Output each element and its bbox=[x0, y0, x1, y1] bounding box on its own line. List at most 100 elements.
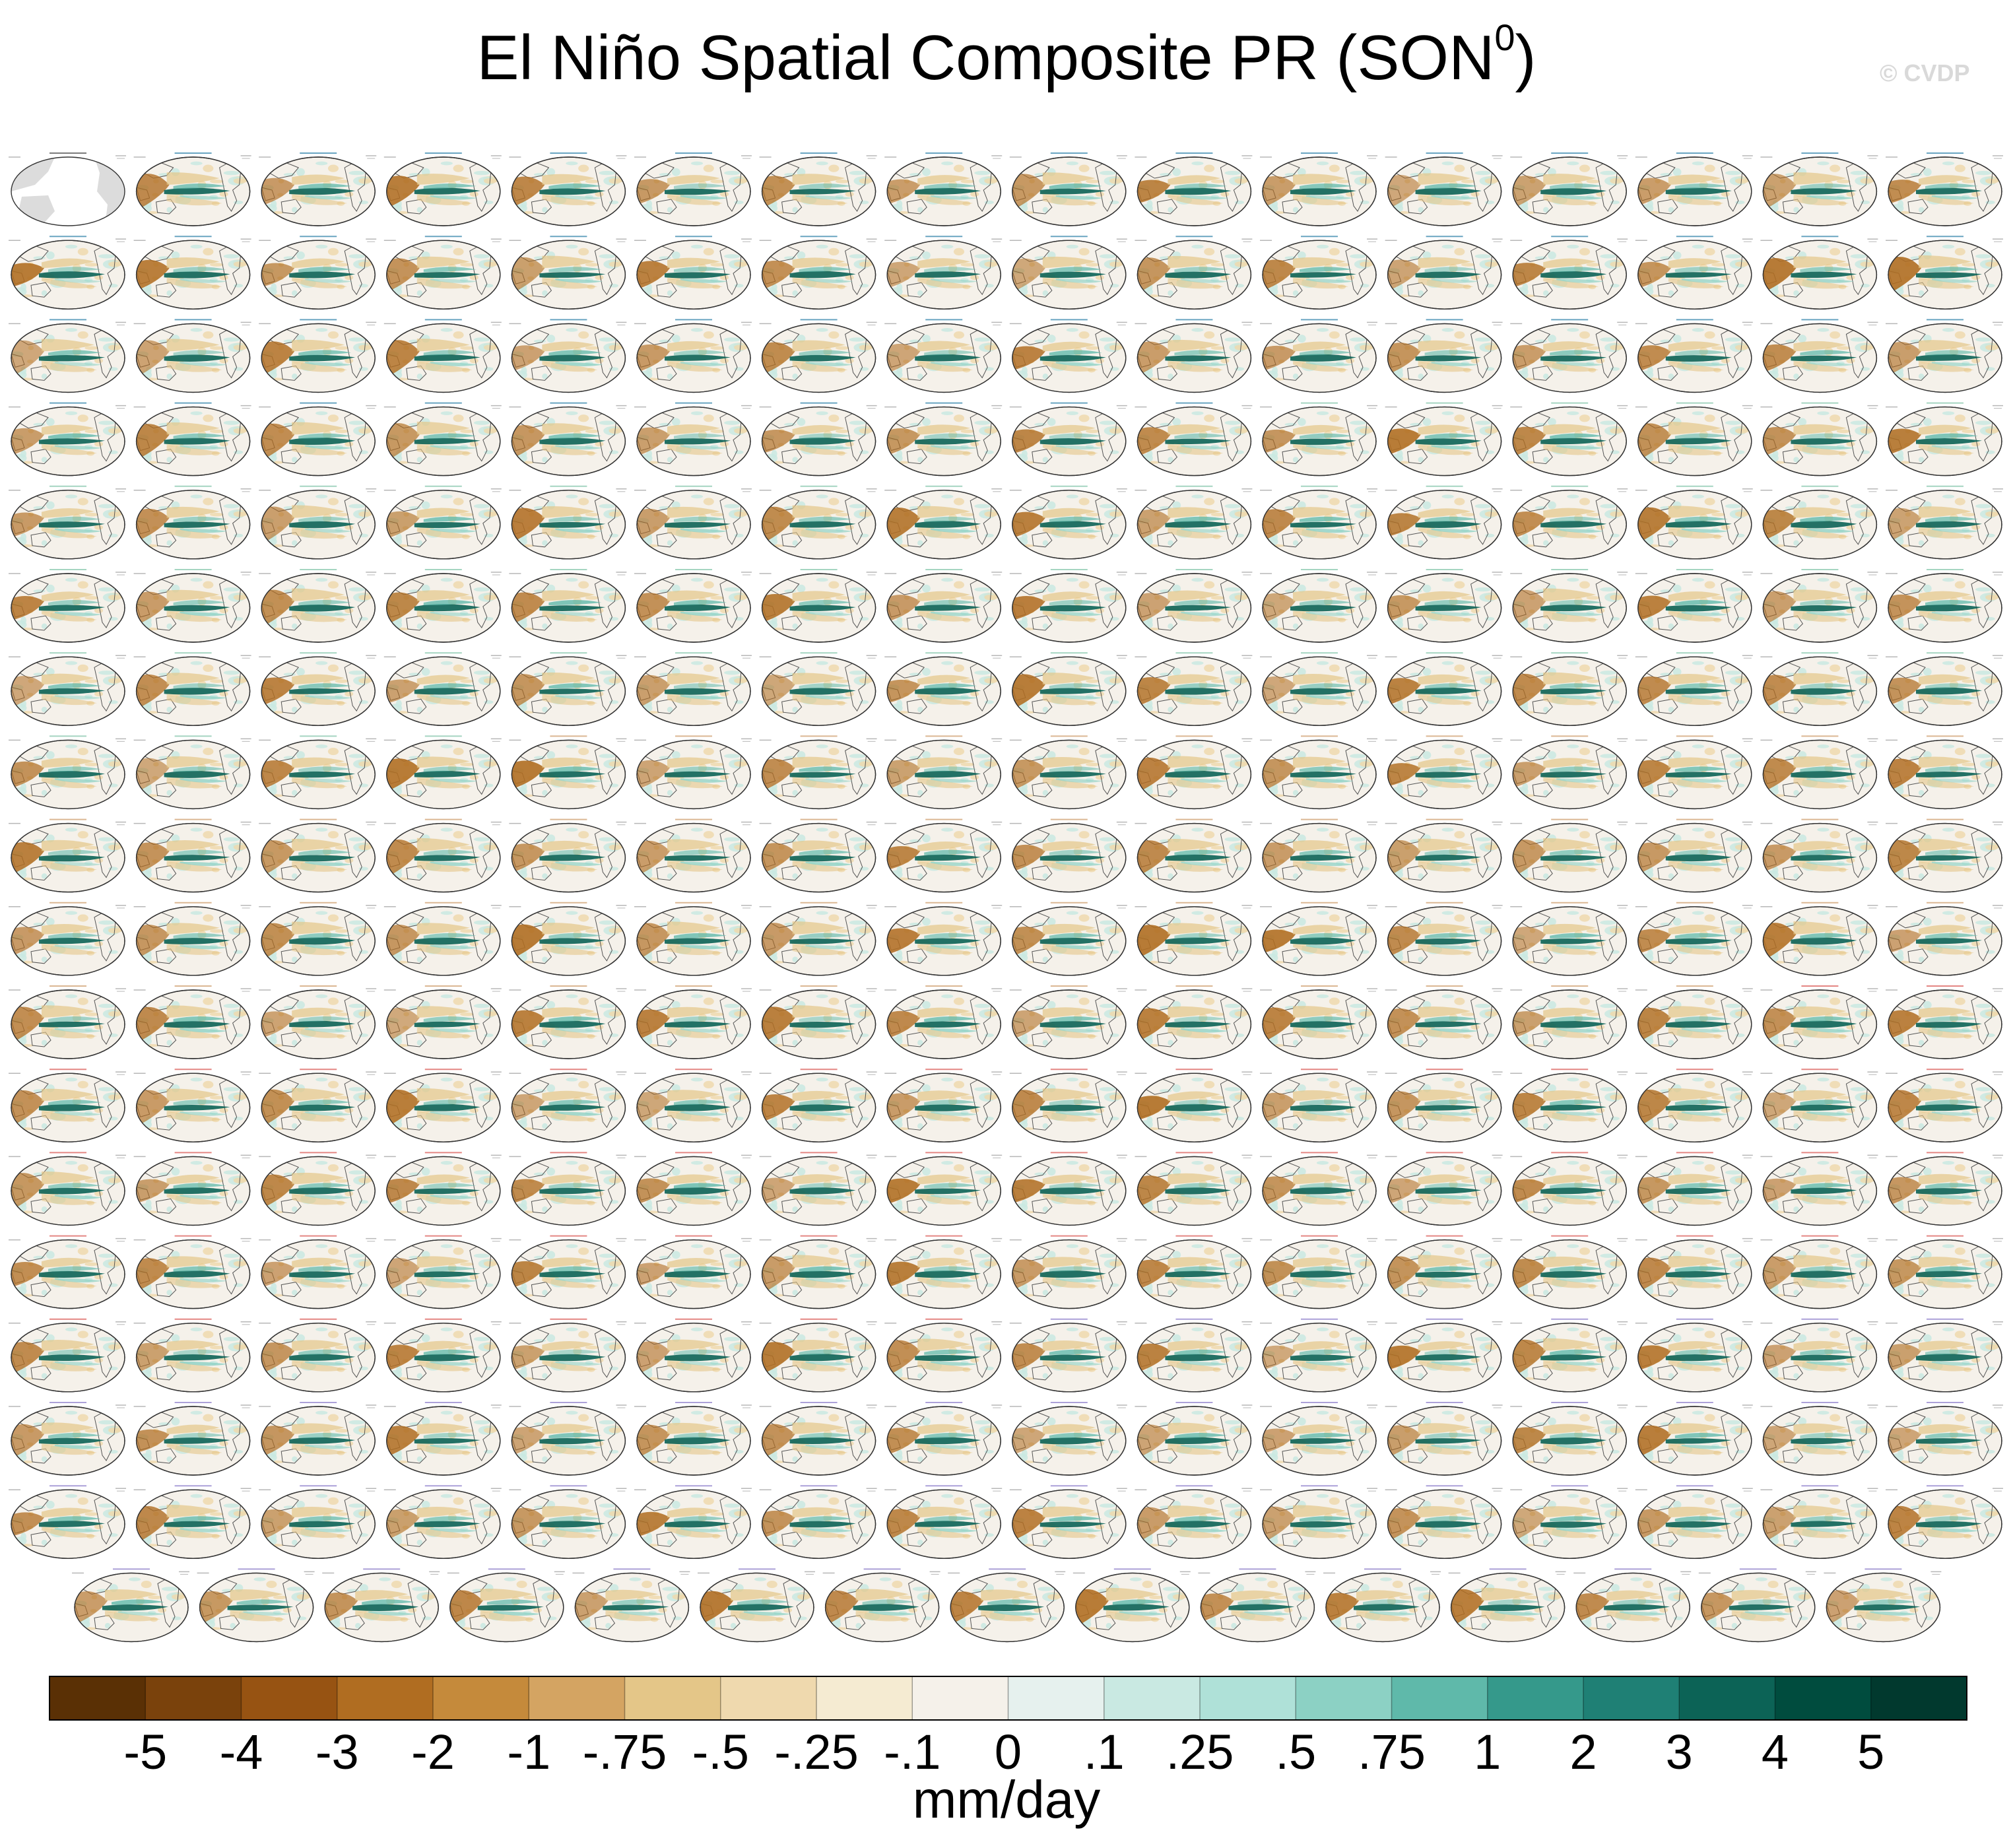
map-panel bbox=[1635, 236, 1753, 310]
map-panel bbox=[383, 985, 502, 1059]
map-panel bbox=[1886, 818, 2003, 893]
map-panel bbox=[1510, 236, 1628, 310]
map-panel bbox=[1385, 818, 1503, 893]
map-panel bbox=[259, 818, 377, 893]
title-text: El Niño Spatial Composite PR (SON bbox=[477, 22, 1495, 93]
colorbar-units: mm/day bbox=[912, 1770, 1101, 1829]
map-panel bbox=[1385, 902, 1503, 976]
map-panel bbox=[1135, 402, 1253, 477]
map-panel bbox=[133, 152, 251, 226]
colorbar-segment bbox=[337, 1676, 434, 1720]
map-panel bbox=[759, 569, 877, 643]
map-panel bbox=[509, 236, 627, 310]
map-panel bbox=[1135, 735, 1253, 810]
map-panel bbox=[884, 1069, 1003, 1142]
map-panel bbox=[9, 1069, 126, 1142]
colorbar-segment bbox=[433, 1676, 529, 1720]
map-panel bbox=[9, 152, 126, 226]
map-panel bbox=[259, 652, 377, 726]
title-close: ) bbox=[1515, 22, 1536, 93]
map-panel bbox=[133, 319, 251, 393]
map-panel bbox=[259, 985, 377, 1059]
map-panel bbox=[759, 152, 877, 226]
colorbar-segment bbox=[1775, 1676, 1872, 1720]
map-panel bbox=[1009, 152, 1127, 226]
map-panel bbox=[1760, 735, 1878, 810]
map-panel bbox=[259, 485, 377, 560]
map-panel bbox=[634, 236, 752, 310]
colorbar-segment bbox=[529, 1676, 625, 1720]
map-panel bbox=[1385, 735, 1503, 810]
colorbar-segment bbox=[241, 1676, 338, 1720]
map-panel bbox=[1009, 902, 1127, 976]
map-panel bbox=[1635, 985, 1753, 1059]
map-panel bbox=[634, 569, 752, 643]
colorbar-segment bbox=[50, 1676, 146, 1720]
map-panel bbox=[1260, 985, 1377, 1059]
colorbar-segment bbox=[1200, 1676, 1296, 1720]
map-panel bbox=[759, 652, 877, 726]
map-panel bbox=[1135, 319, 1253, 393]
map-panel bbox=[1135, 569, 1253, 643]
cvdp-watermark: © CVDP bbox=[1880, 59, 1970, 86]
map-panel bbox=[1635, 735, 1753, 810]
colorbar-segment bbox=[1296, 1676, 1392, 1720]
map-panel bbox=[509, 1152, 627, 1226]
map-panel bbox=[634, 402, 752, 477]
map-panel bbox=[9, 485, 126, 560]
map-panel bbox=[634, 985, 752, 1059]
map-panel bbox=[1760, 485, 1878, 560]
map-panel bbox=[1009, 402, 1127, 477]
map-panel bbox=[884, 985, 1003, 1059]
map-panel bbox=[1260, 735, 1377, 810]
map-panel bbox=[1510, 1069, 1628, 1142]
map-panel bbox=[1510, 152, 1628, 226]
map-panel bbox=[1635, 902, 1753, 976]
map-panel bbox=[1510, 485, 1628, 560]
map-panel bbox=[1260, 152, 1377, 226]
map-panel bbox=[1760, 818, 1878, 893]
map-panel bbox=[259, 402, 377, 477]
map-panel bbox=[383, 319, 502, 393]
map-panel bbox=[509, 485, 627, 560]
map-panel bbox=[759, 985, 877, 1059]
map-panel bbox=[133, 236, 251, 310]
colorbar-segment bbox=[624, 1676, 721, 1720]
map-panel bbox=[1510, 735, 1628, 810]
map-panel bbox=[1635, 569, 1753, 643]
map-panel bbox=[1009, 319, 1127, 393]
colorbar-segment bbox=[1870, 1676, 1967, 1720]
map-panel bbox=[1635, 652, 1753, 726]
map-panel bbox=[1135, 236, 1253, 310]
map-panel bbox=[884, 152, 1003, 226]
map-panel bbox=[1760, 402, 1878, 477]
map-panel bbox=[259, 319, 377, 393]
map-panel bbox=[1635, 152, 1753, 226]
map-panel bbox=[1260, 818, 1377, 893]
map-panel bbox=[383, 1069, 502, 1142]
map-panel bbox=[759, 319, 877, 393]
map-panel bbox=[1760, 569, 1878, 643]
map-panel bbox=[509, 818, 627, 893]
map-panel bbox=[1385, 402, 1503, 477]
page-title: El Niño Spatial Composite PR (SON0) bbox=[0, 18, 2013, 98]
map-panel bbox=[884, 569, 1003, 643]
map-panel bbox=[9, 818, 126, 893]
map-panel bbox=[1760, 236, 1878, 310]
map-panel bbox=[259, 1152, 377, 1226]
map-panel bbox=[1385, 985, 1503, 1059]
map-panel bbox=[1635, 319, 1753, 393]
map-panel bbox=[1886, 1069, 2003, 1142]
map-panel bbox=[133, 735, 251, 810]
map-panel bbox=[9, 985, 126, 1059]
map-panel bbox=[509, 735, 627, 810]
map-panel bbox=[259, 569, 377, 643]
map-panel bbox=[1510, 902, 1628, 976]
map-panel bbox=[383, 652, 502, 726]
map-panel bbox=[1260, 319, 1377, 393]
map-panel bbox=[884, 485, 1003, 560]
map-panel bbox=[1135, 818, 1253, 893]
map-panel bbox=[759, 236, 877, 310]
map-panel bbox=[1510, 818, 1628, 893]
